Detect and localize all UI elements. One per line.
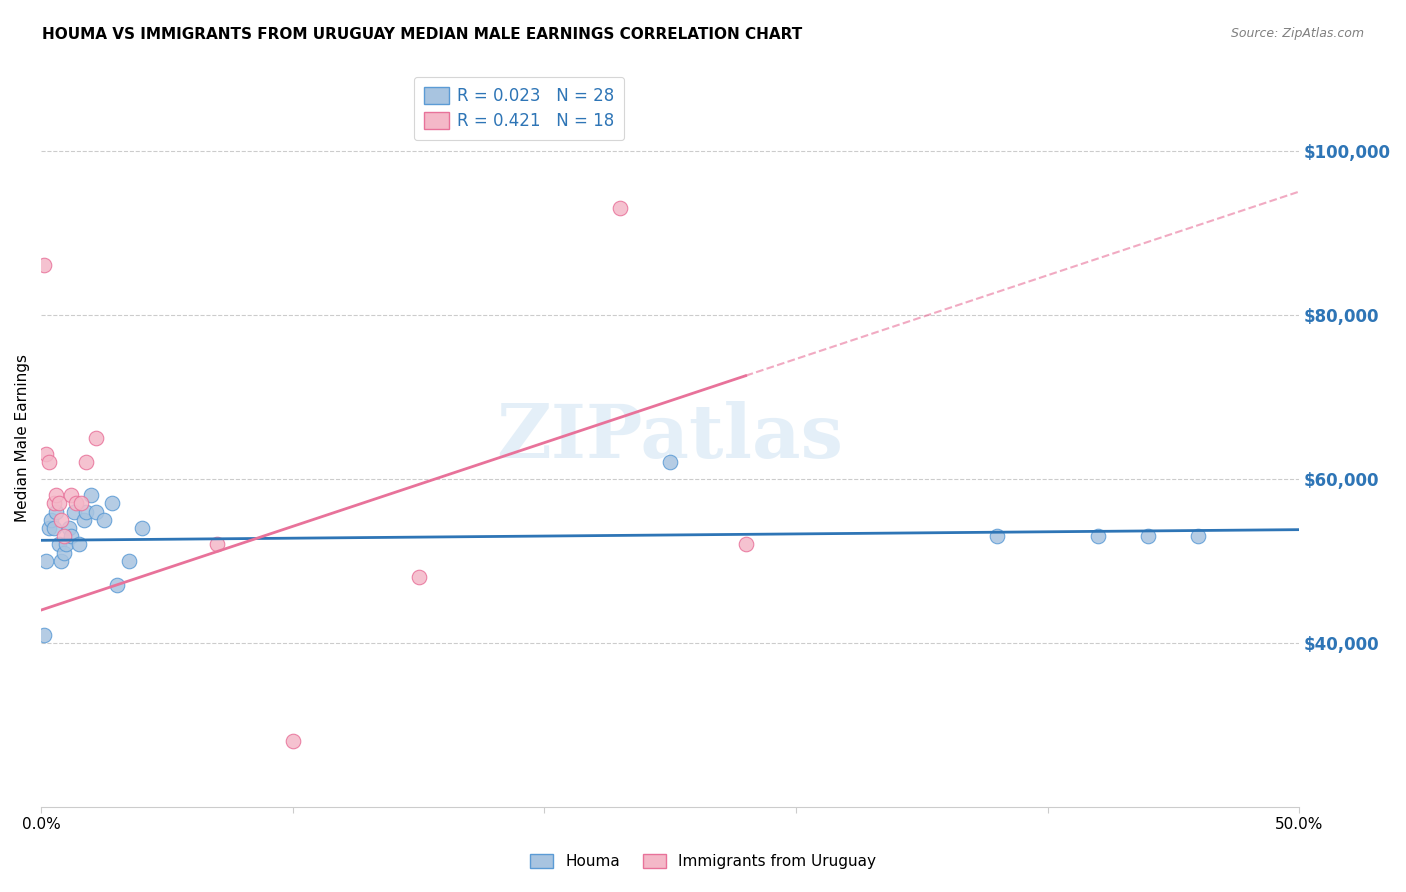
Legend: R = 0.023   N = 28, R = 0.421   N = 18: R = 0.023 N = 28, R = 0.421 N = 18 (413, 77, 624, 140)
Point (734, 537, 756, 551)
Point (63, 505, 86, 519)
Text: ZIPatlas: ZIPatlas (496, 401, 844, 475)
Point (65, 496, 87, 510)
Point (70, 496, 93, 510)
Point (52, 529, 75, 543)
Point (609, 201, 631, 215)
Point (100, 496, 122, 510)
Point (51, 554, 73, 568)
Point (38, 455, 60, 469)
Y-axis label: Median Male Earnings: Median Male Earnings (15, 354, 30, 522)
Point (45, 505, 67, 519)
Point (408, 570, 430, 584)
Point (659, 455, 682, 469)
Point (67, 537, 90, 551)
Point (48, 537, 70, 551)
Point (32, 628, 55, 642)
Point (131, 521, 153, 535)
Point (60, 529, 83, 543)
Point (38, 521, 60, 535)
Point (1087, 529, 1109, 543)
Point (80, 488, 103, 502)
Legend: Houma, Immigrants from Uruguay: Houma, Immigrants from Uruguay (524, 848, 882, 875)
Point (42, 496, 65, 510)
Text: Source: ZipAtlas.com: Source: ZipAtlas.com (1230, 27, 1364, 40)
Point (45, 488, 67, 502)
Point (86, 505, 108, 519)
Point (35, 554, 58, 568)
Point (35, 447, 58, 461)
Point (60, 488, 83, 502)
Point (48, 496, 70, 510)
Point (281, 734, 304, 748)
Point (39, 513, 62, 527)
Point (52, 546, 75, 560)
Point (73, 513, 96, 527)
Point (118, 554, 141, 568)
Point (207, 537, 229, 551)
Point (1187, 529, 1209, 543)
Text: HOUMA VS IMMIGRANTS FROM URUGUAY MEDIAN MALE EARNINGS CORRELATION CHART: HOUMA VS IMMIGRANTS FROM URUGUAY MEDIAN … (42, 27, 803, 42)
Point (93, 513, 115, 527)
Point (55, 537, 77, 551)
Point (75, 455, 97, 469)
Point (51, 513, 73, 527)
Point (86, 431, 108, 445)
Point (58, 521, 80, 535)
Point (105, 578, 128, 592)
Point (1137, 529, 1160, 543)
Point (75, 505, 97, 519)
Point (32, 259, 55, 273)
Point (42, 521, 65, 535)
Point (986, 529, 1008, 543)
